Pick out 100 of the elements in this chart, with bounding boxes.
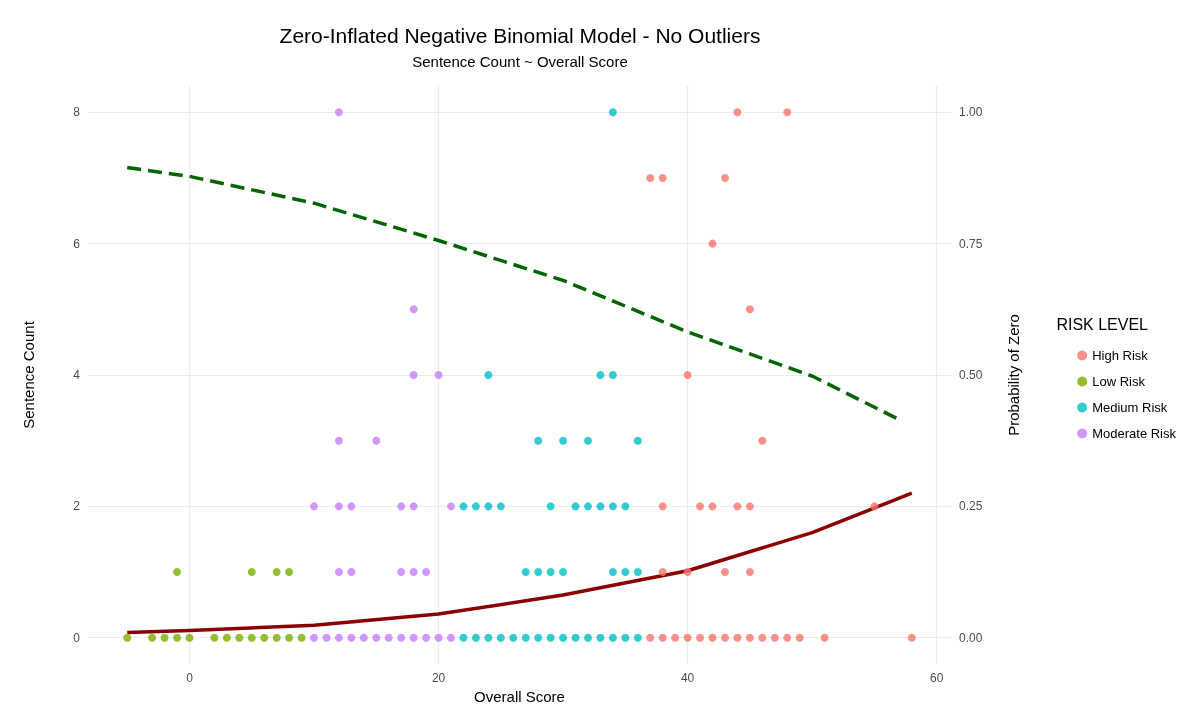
point	[397, 568, 406, 577]
point	[160, 633, 169, 642]
point	[297, 633, 306, 642]
point	[783, 633, 792, 642]
point	[608, 371, 617, 379]
x-tick-label: 20	[431, 671, 446, 685]
point	[745, 305, 754, 314]
x-tick-label: 40	[680, 671, 695, 685]
y-axis-title: Sentence Count	[20, 320, 37, 429]
point	[571, 502, 580, 511]
point	[596, 502, 605, 511]
point	[658, 173, 667, 182]
point	[658, 633, 667, 642]
point	[310, 502, 319, 511]
x-axis-title: Overall Score	[474, 688, 565, 705]
point	[521, 633, 530, 642]
point	[708, 239, 717, 248]
point	[758, 633, 767, 642]
point	[148, 633, 157, 642]
point	[621, 633, 630, 642]
point	[559, 436, 568, 445]
point	[347, 633, 356, 642]
x-tick-label: 0	[186, 671, 194, 685]
point	[272, 633, 281, 642]
point	[720, 568, 729, 577]
legend-label: High Risk	[1092, 348, 1149, 363]
point	[820, 633, 829, 642]
point	[646, 633, 655, 642]
point	[770, 633, 779, 642]
point	[621, 568, 630, 577]
x-tick-label: 60	[930, 671, 944, 685]
y-tick-label: 4	[73, 368, 81, 382]
point	[409, 633, 418, 642]
point	[434, 371, 443, 379]
chart-title: Zero-Inflated Negative Binomial Model - No Outliers	[279, 24, 761, 47]
point	[247, 633, 256, 642]
point	[235, 633, 244, 642]
point	[683, 633, 692, 642]
point	[559, 568, 568, 577]
y-tick-label: 2	[73, 499, 81, 514]
point	[745, 568, 754, 577]
point	[696, 633, 705, 642]
point	[534, 633, 543, 642]
point	[334, 633, 343, 642]
point	[459, 633, 468, 642]
point	[596, 371, 605, 379]
point	[509, 633, 518, 642]
point	[683, 371, 692, 379]
y2-tick-label: 0.00	[959, 630, 983, 645]
point	[546, 568, 555, 577]
legend-label: Medium Risk	[1092, 400, 1168, 415]
point	[210, 633, 219, 642]
point	[447, 502, 456, 511]
point	[334, 568, 343, 577]
point	[459, 502, 468, 511]
point	[484, 633, 493, 642]
point	[596, 633, 605, 642]
point	[733, 502, 742, 511]
point	[409, 371, 418, 379]
point	[247, 568, 256, 577]
point	[633, 568, 642, 577]
point	[322, 633, 331, 642]
point	[496, 502, 505, 511]
point	[285, 633, 294, 642]
point	[185, 633, 194, 642]
point	[608, 633, 617, 642]
y-tick-label: 0	[73, 630, 81, 645]
y-tick-label: 6	[73, 236, 81, 251]
point	[471, 633, 480, 642]
y2-tick-label: 1.00	[959, 105, 983, 120]
point	[795, 633, 804, 642]
point	[658, 568, 667, 577]
point	[222, 633, 231, 642]
point	[671, 633, 680, 642]
point	[484, 371, 493, 379]
legend-label: Low Risk	[1092, 374, 1146, 389]
point	[720, 633, 729, 642]
point	[397, 502, 406, 511]
point	[608, 108, 617, 117]
point	[422, 633, 431, 642]
point	[584, 436, 592, 445]
point	[123, 633, 132, 642]
y2-tick-label: 0.75	[959, 236, 983, 251]
point	[584, 502, 592, 511]
point	[608, 568, 617, 577]
point	[733, 633, 742, 642]
point	[633, 436, 642, 445]
point	[310, 633, 319, 642]
point	[907, 633, 916, 642]
point	[783, 108, 792, 117]
point	[471, 502, 480, 511]
point	[646, 173, 655, 182]
point	[608, 502, 617, 511]
point	[409, 305, 418, 314]
legend-title: RISK LEVEL	[1056, 315, 1149, 333]
point	[173, 568, 182, 577]
point	[447, 633, 456, 642]
point	[409, 502, 418, 511]
point	[334, 502, 343, 511]
point	[372, 436, 381, 445]
